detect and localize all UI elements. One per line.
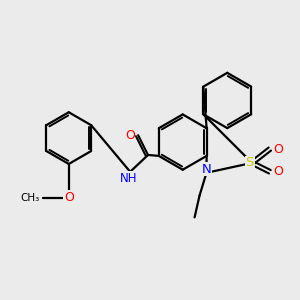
Text: CH₃: CH₃: [20, 193, 39, 202]
Text: O: O: [273, 142, 283, 155]
Text: S: S: [245, 156, 254, 170]
Text: O: O: [64, 191, 74, 204]
Text: NH: NH: [120, 172, 137, 185]
Text: O: O: [273, 165, 283, 178]
Text: O: O: [125, 129, 135, 142]
Text: N: N: [202, 163, 211, 176]
